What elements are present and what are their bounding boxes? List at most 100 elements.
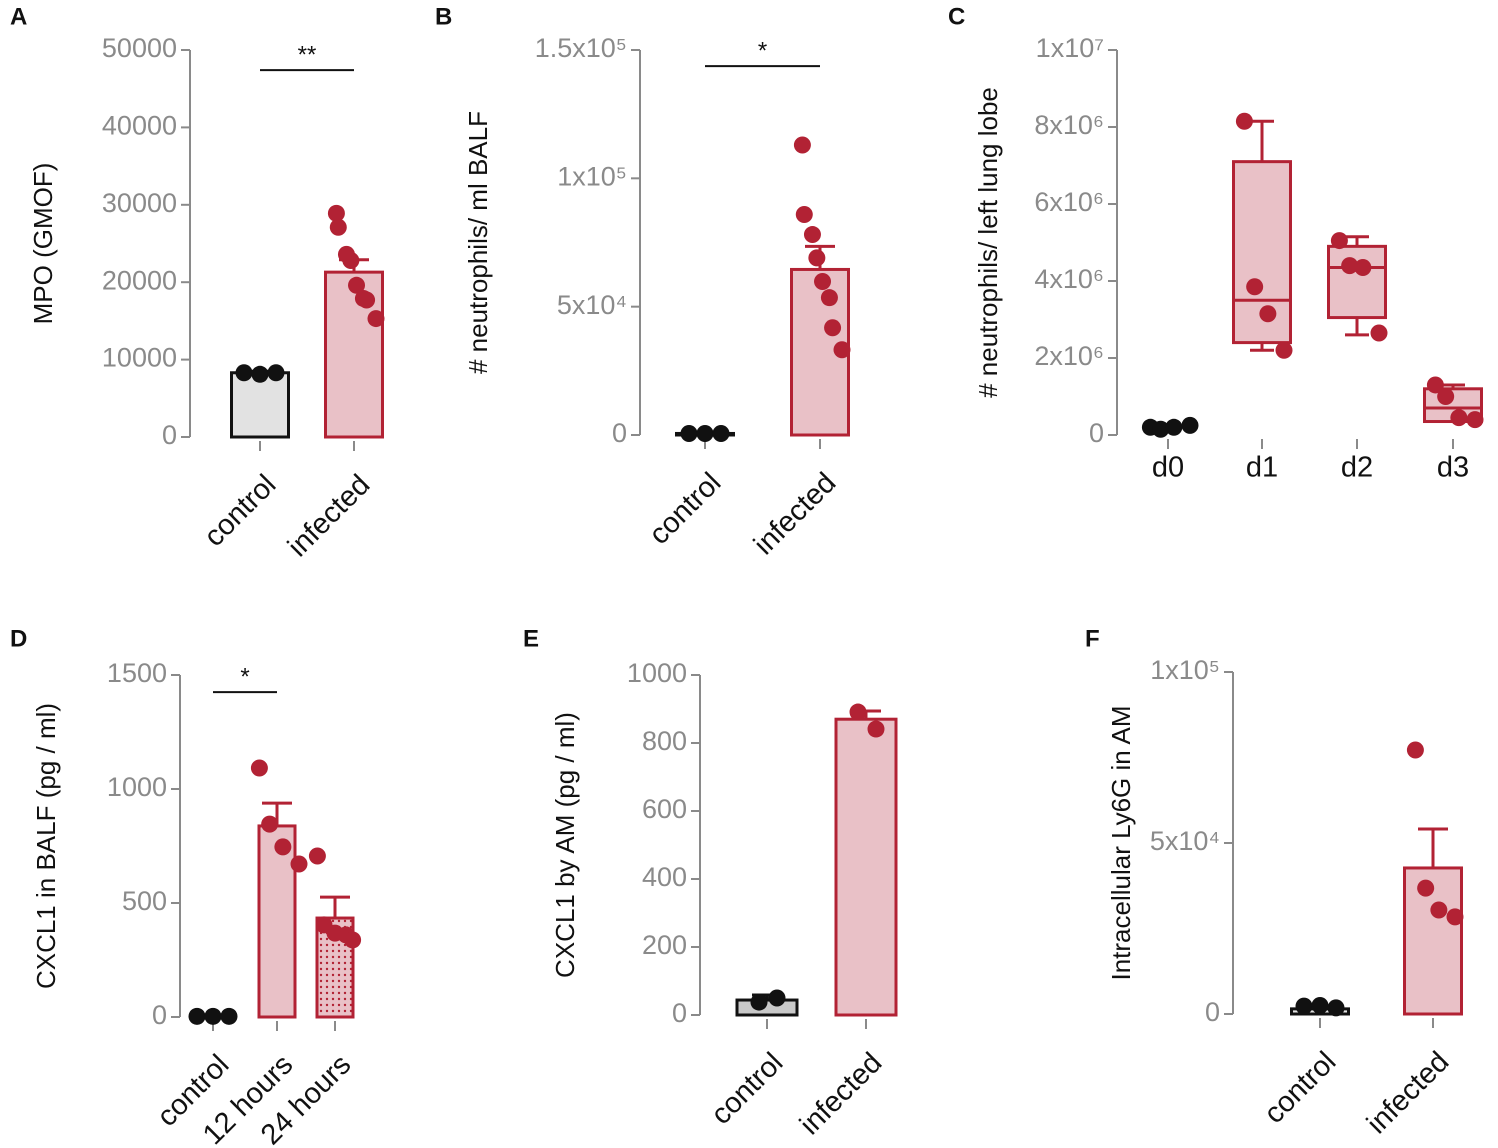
y-tick-label: 20000 [102, 265, 177, 295]
y-tick-label: 0 [1205, 997, 1220, 1027]
data-point [1259, 305, 1277, 323]
y-tick-label: 0 [162, 420, 177, 450]
data-point [1466, 411, 1484, 429]
data-point [793, 136, 811, 154]
x-tick-label: infected [794, 1047, 888, 1141]
y-tick-label: 200 [642, 930, 687, 960]
y-tick-label: 5x10⁴ [557, 290, 627, 320]
y-axis-label: # neutrophils/ ml BALF [463, 111, 493, 374]
data-point [261, 815, 279, 833]
data-point [1246, 278, 1264, 296]
data-point [820, 289, 838, 307]
data-point [1370, 324, 1388, 342]
data-point [750, 993, 768, 1011]
error-bar [320, 895, 350, 919]
data-point [250, 759, 268, 777]
y-tick-label: 0 [612, 418, 627, 448]
panel: A MPO (GMOF) 0 10000 20000 30000 40000 50000 con… [10, 3, 385, 563]
panel-letter: D [10, 625, 27, 652]
y-tick-label: 5x10⁴ [1150, 826, 1220, 856]
y-axis-label: MPO (GMOF) [28, 163, 58, 325]
data-point [803, 226, 821, 244]
bar [834, 717, 898, 1017]
data-point [367, 310, 385, 328]
y-tick-label: 1x10⁵ [1150, 655, 1220, 685]
x-tick-label: control [705, 1047, 789, 1131]
panel-letter: A [10, 3, 27, 30]
data-point [1275, 341, 1293, 359]
y-tick-label: 1000 [627, 658, 687, 688]
y-tick-label: 30000 [102, 188, 177, 218]
y-tick-label: 0 [1089, 418, 1104, 448]
y-tick-label: 400 [642, 862, 687, 892]
data-point [696, 424, 714, 442]
data-point [768, 989, 786, 1007]
data-point [712, 424, 730, 442]
data-point [1311, 996, 1329, 1014]
y-tick-label: 1.5x10⁵ [535, 33, 627, 63]
x-tick-label: infected [748, 467, 842, 561]
data-point [290, 855, 308, 873]
significance-label: * [240, 663, 249, 690]
data-point [344, 931, 362, 949]
data-point [1417, 879, 1435, 897]
data-point [849, 703, 867, 721]
data-point [1406, 741, 1424, 759]
data-point [1330, 232, 1348, 250]
data-point [1235, 112, 1253, 130]
x-tick-label: d1 [1246, 452, 1278, 484]
x-tick-label: d2 [1341, 452, 1373, 484]
panel: F Intracellular Ly6G in AM 0 5x10⁴ 1x10⁵ cont… [1085, 625, 1464, 1140]
data-point [251, 365, 269, 383]
data-point [1295, 997, 1313, 1015]
data-point [1181, 416, 1199, 434]
data-point [833, 341, 851, 359]
data-point [1426, 376, 1444, 394]
y-tick-label: 6x10⁶ [1034, 187, 1104, 217]
x-tick-label: control [198, 469, 282, 553]
panel: E CXCL1 by AM (pg / ml) 0 200 400 600 800 1000 c… [523, 625, 898, 1141]
whisker [1345, 235, 1369, 247]
whisker [1250, 119, 1274, 162]
data-point [308, 847, 326, 865]
y-tick-label: 1500 [107, 658, 167, 688]
data-point [1430, 901, 1448, 919]
data-point [814, 273, 832, 291]
significance-label: ** [298, 41, 317, 68]
y-tick-label: 8x10⁶ [1034, 110, 1104, 140]
panel: B # neutrophils/ ml BALF 0 5x10⁴ 1x10⁵ 1.5x10… [435, 3, 851, 561]
y-tick-label: 600 [642, 794, 687, 824]
data-point [348, 276, 366, 294]
data-point [680, 424, 698, 442]
data-point [824, 319, 842, 337]
y-tick-label: 800 [642, 726, 687, 756]
data-point [274, 838, 292, 856]
data-point [358, 291, 376, 309]
panel: C # neutrophils/ left lung lobe 0 2x10⁶ 4x10… [948, 3, 1484, 484]
x-tick-label: d3 [1437, 452, 1469, 484]
y-tick-label: 1000 [107, 772, 167, 802]
data-point [188, 1007, 206, 1025]
y-axis-label: Intracellular Ly6G in AM [1106, 705, 1136, 980]
data-point [1152, 420, 1170, 438]
data-point [808, 249, 826, 267]
data-point [867, 720, 885, 738]
box [1327, 244, 1387, 320]
error-bar [1418, 827, 1448, 868]
data-point [327, 204, 345, 222]
x-tick-label: infected [1361, 1046, 1455, 1140]
y-tick-label: 1x10⁷ [1036, 33, 1104, 63]
data-point [1446, 908, 1464, 926]
panel-letter: C [948, 3, 965, 30]
panel-letter: E [523, 625, 539, 652]
data-point [342, 252, 360, 270]
data-point [1341, 257, 1359, 275]
x-tick-label: infected [282, 469, 376, 563]
data-point [1165, 418, 1183, 436]
y-tick-label: 40000 [102, 111, 177, 141]
data-point [329, 218, 347, 236]
data-point [1450, 409, 1468, 427]
y-tick-label: 50000 [102, 33, 177, 63]
panel-letter: F [1085, 625, 1100, 652]
